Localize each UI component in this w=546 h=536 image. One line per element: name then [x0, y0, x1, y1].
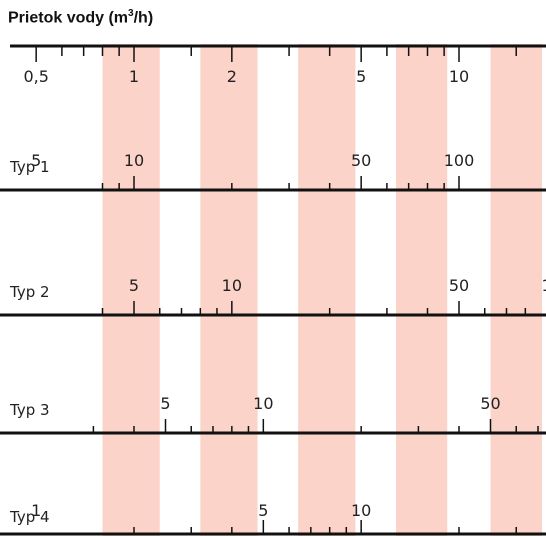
top-label-0: 0,5 [23, 67, 48, 86]
title-superscript: 3 [128, 8, 134, 19]
band-3 [396, 44, 448, 536]
row-0-label-2: 50 [351, 151, 371, 170]
row-2-label-2: 10 [253, 394, 273, 413]
band-4 [490, 44, 542, 536]
row-3-name: Typ 4 [9, 508, 50, 526]
top-label-4: 10 [449, 67, 469, 86]
row-1-name: Typ 2 [9, 283, 50, 301]
row-3-label-2: 5 [258, 501, 268, 520]
row-0-label-1: 10 [124, 151, 144, 170]
band-0 [102, 44, 160, 536]
row-2-label-1: 5 [160, 394, 170, 413]
band-1 [200, 44, 258, 536]
row-2-name: Typ 3 [9, 401, 50, 419]
row-2-label-3: 50 [480, 394, 500, 413]
top-label-1: 1 [129, 67, 139, 86]
row-0-label-3: 100 [444, 151, 475, 170]
chart-title: Prietok vody (m3/h) [8, 8, 153, 27]
row-0-label-0: 5 [31, 151, 41, 170]
top-label-3: 5 [356, 67, 366, 86]
row-1-label-4: 100 [542, 276, 546, 295]
row-0-name: Typ 1 [9, 158, 50, 176]
top-label-2: 2 [227, 67, 237, 86]
row-1-label-1: 5 [129, 276, 139, 295]
band-2 [298, 44, 356, 536]
row-1-label-2: 10 [222, 276, 242, 295]
row-1-label-3: 50 [449, 276, 469, 295]
title-text: Prietok vody (m [8, 9, 129, 27]
row-3-label-1: 1 [31, 501, 41, 520]
title-suffix: /h) [133, 9, 154, 27]
row-3-label-3: 10 [351, 501, 371, 520]
